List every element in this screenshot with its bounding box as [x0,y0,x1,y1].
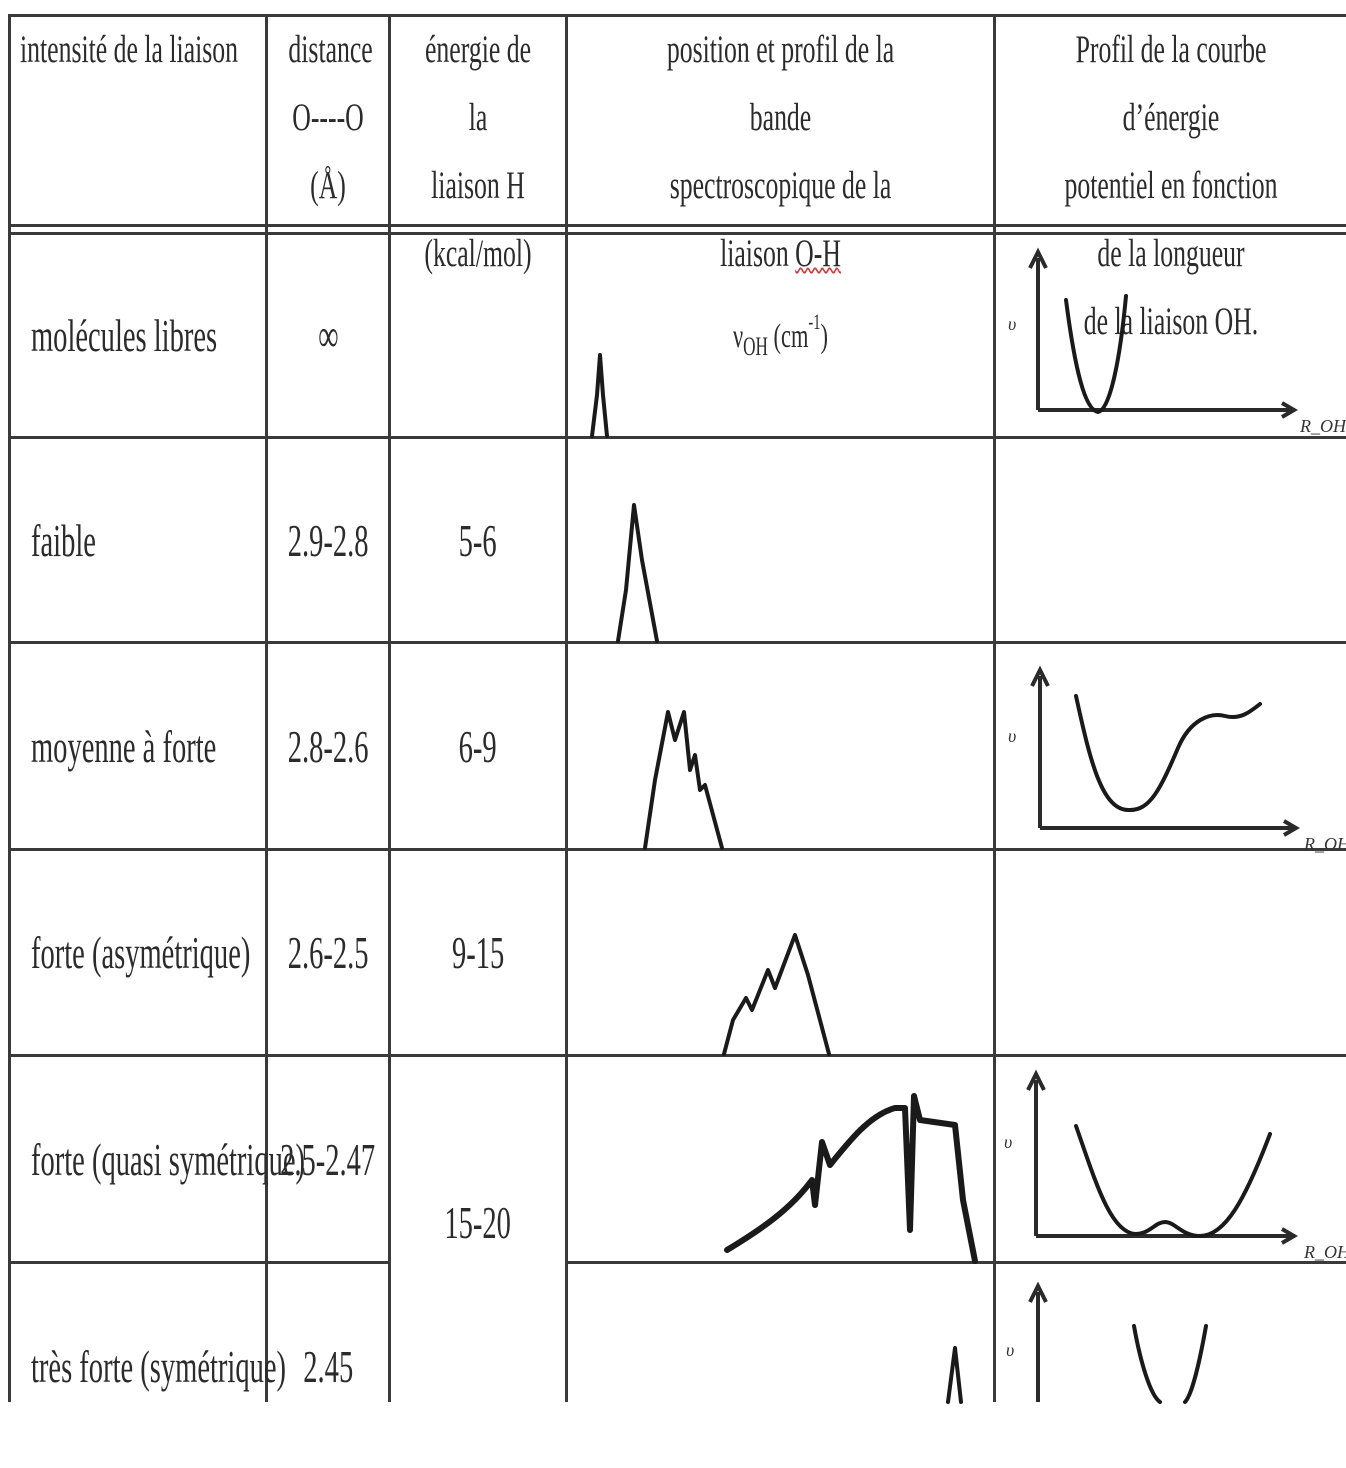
row-divider [8,848,1346,851]
row-energy-merged: 15-20 [444,1196,512,1248]
header-double-rule-top [8,224,1346,227]
header-energy: énergie de la liaison H (kcal/mol) [424,28,532,275]
potential-curve-quasi-sym: υ R_OH [1004,1069,1346,1262]
row-distance: 2.9-2.8 [287,514,369,566]
row-intensity: forte (quasi symétrique) [31,1133,306,1185]
axis-x-label: R_OH [1303,1242,1346,1262]
column-divider [8,14,11,1402]
row-energy: 6-9 [458,720,498,772]
row-intensity: molécules libres [31,310,218,361]
row-energy: 9-15 [451,927,505,978]
row-distance: 2.5-2.47 [280,1133,376,1185]
band-profile-free [590,353,609,438]
header-intensity: intensité de la liaison [20,28,239,71]
row-divider-partial [567,1261,1346,1264]
axis-x-label: R_OH [1303,834,1346,854]
row-distance: ∞ [317,310,339,361]
potential-curve-medium: υ R_OH [1008,665,1346,854]
table-top-border [8,14,1346,17]
row-intensity: moyenne à forte [31,720,217,772]
row-divider [8,1054,1346,1057]
band-profile-strong-quasi-sym [724,1093,978,1264]
header-double-rule-bottom [8,232,1346,235]
row-divider [8,436,1346,439]
axis-y-label: υ [1008,726,1016,746]
axis-y-label: υ [1008,314,1016,334]
band-profile-medium [643,710,724,850]
row-distance: 2.6-2.5 [287,927,369,978]
row-distance: 2.8-2.6 [287,720,369,772]
potential-curve-free: υ R_OH [1008,247,1346,436]
axis-y-label: υ [1006,1340,1014,1360]
row-intensity: forte (asymétrique) [31,927,251,978]
band-profile-very-strong [946,1346,963,1404]
potential-curve-very-strong: υ [1006,1281,1208,1404]
row-divider-partial [8,1261,388,1264]
column-divider [265,14,268,1402]
hydrogen-bond-table: intensité de la liaison distance O----O … [8,14,1346,1404]
row-energy: 5-6 [458,514,498,566]
column-divider [388,14,391,1402]
row-divider [8,641,1346,644]
band-profile-strong-asym [722,933,831,1056]
band-profile-weak [616,503,659,643]
header-band: position et profil de la bande spectrosc… [666,28,895,361]
row-intensity: faible [31,514,96,566]
row-distance: 2.45 [303,1340,353,1392]
axis-x-label: R_OH [1299,416,1346,436]
header-distance: distance O----O (Å) [288,28,373,207]
column-divider [993,14,996,1402]
column-divider [565,14,568,1402]
header-potential: Profil de la courbe d’énergie potentiel … [1064,28,1278,343]
axis-y-label: υ [1004,1132,1012,1152]
row-intensity: très forte (symétrique) [31,1340,287,1392]
